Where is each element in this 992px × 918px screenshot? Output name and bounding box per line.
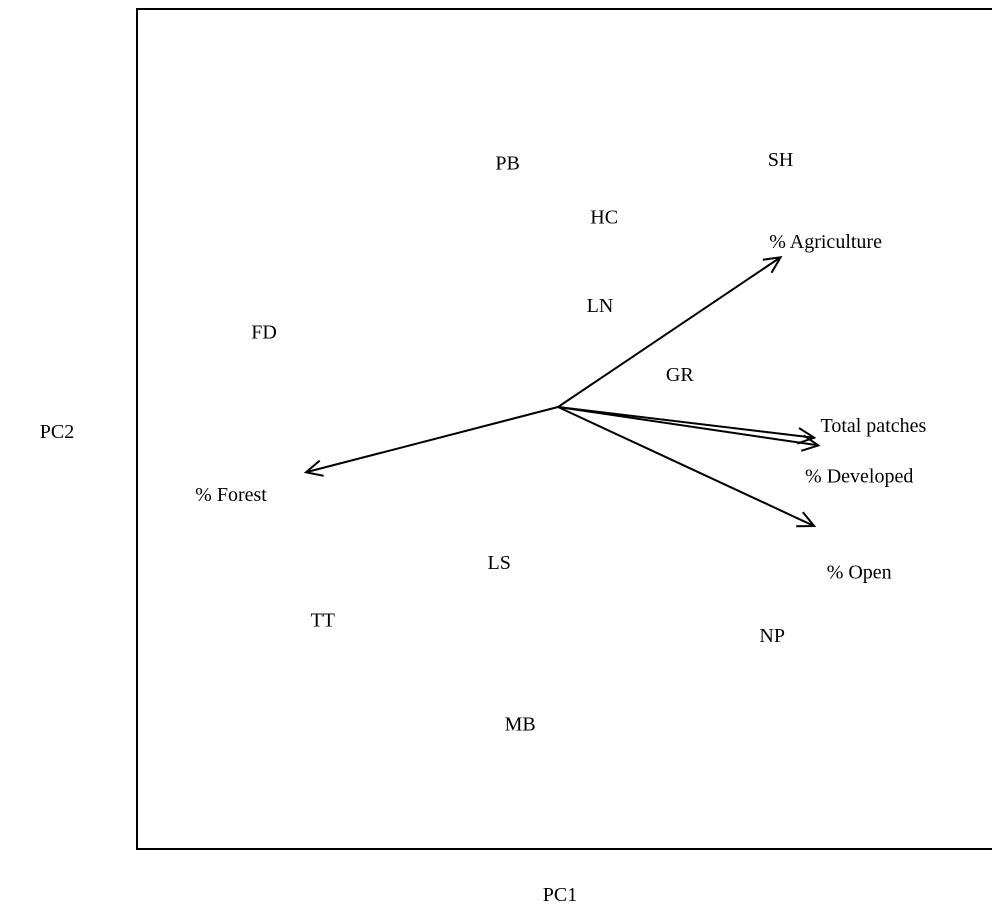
y-axis-title: PC2 [40,421,74,443]
vector-arrowhead-4 [303,459,324,477]
vector-arrowhead-3 [796,511,817,528]
loading-vectors [303,255,821,528]
point-label-pb: PB [495,153,519,175]
point-label-mb: MB [505,713,536,735]
vector-label-3: % Open [827,562,892,584]
vector-label-4: % Forest [195,484,267,506]
plot-frame [136,8,992,850]
point-label-np: NP [759,625,785,647]
vector-label-2: % Developed [805,465,913,487]
point-label-tt: TT [311,610,335,632]
point-label-hc: HC [590,206,618,228]
loading-vector-labels: % Agriculture Total patches % Developed % O… [195,231,926,584]
point-label-ln: LN [587,295,614,317]
point-label-ls: LS [488,552,511,574]
vector-3 [557,406,815,527]
point-label-sh: SH [768,149,794,171]
vector-1 [557,406,819,447]
x-axis-title: PC1 [543,884,577,906]
vector-arrowhead-2 [796,427,817,445]
point-label-fd: FD [251,322,277,344]
vector-label-1: Total patches [821,415,927,437]
site-points: PB SH HC LN FD GR LS TT NP MB [251,149,793,735]
vector-4 [305,406,559,474]
point-label-gr: GR [666,364,694,386]
vector-0 [557,256,782,408]
vector-label-0: % Agriculture [769,231,882,253]
vector-arrowhead-0 [762,255,783,274]
vector-2 [557,406,815,439]
